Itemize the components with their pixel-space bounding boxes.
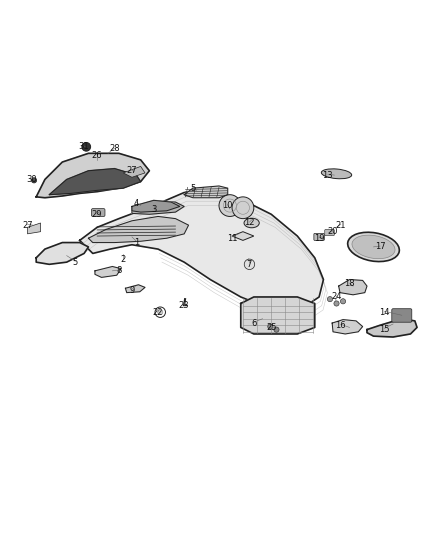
- Circle shape: [334, 301, 339, 306]
- Circle shape: [155, 307, 166, 318]
- Text: 15: 15: [379, 325, 390, 334]
- Text: 31: 31: [79, 142, 89, 151]
- Text: 17: 17: [375, 243, 385, 252]
- Text: 7: 7: [247, 260, 252, 269]
- Text: 8: 8: [116, 266, 122, 276]
- Text: 1: 1: [134, 238, 139, 247]
- Polygon shape: [123, 166, 145, 177]
- Polygon shape: [132, 200, 180, 212]
- Text: 11: 11: [227, 233, 237, 243]
- Polygon shape: [367, 319, 417, 337]
- Circle shape: [274, 327, 279, 332]
- Polygon shape: [184, 186, 228, 198]
- Circle shape: [268, 324, 273, 329]
- Ellipse shape: [321, 169, 352, 179]
- Text: 25: 25: [266, 323, 276, 332]
- Circle shape: [340, 298, 346, 304]
- Text: 30: 30: [27, 175, 37, 184]
- Circle shape: [327, 296, 332, 302]
- Text: 19: 19: [314, 233, 325, 243]
- Polygon shape: [49, 168, 141, 195]
- Text: 3: 3: [151, 205, 156, 214]
- Text: 26: 26: [92, 151, 102, 160]
- Text: 9: 9: [129, 286, 134, 295]
- Text: 14: 14: [379, 308, 390, 317]
- Circle shape: [232, 197, 254, 219]
- Text: 5: 5: [190, 184, 195, 192]
- Text: 24: 24: [331, 293, 342, 302]
- Text: 18: 18: [344, 279, 355, 288]
- Polygon shape: [132, 201, 184, 214]
- Text: 27: 27: [22, 221, 33, 230]
- Polygon shape: [125, 285, 145, 293]
- Text: 10: 10: [223, 201, 233, 210]
- Polygon shape: [88, 216, 188, 243]
- Circle shape: [244, 259, 254, 270]
- Ellipse shape: [348, 232, 399, 262]
- Polygon shape: [241, 297, 315, 334]
- Text: 22: 22: [153, 308, 163, 317]
- Polygon shape: [339, 279, 367, 295]
- Text: 29: 29: [92, 210, 102, 219]
- Text: 4: 4: [134, 199, 139, 208]
- FancyBboxPatch shape: [325, 230, 334, 236]
- Text: 12: 12: [244, 219, 255, 228]
- Text: 28: 28: [109, 144, 120, 154]
- Text: 13: 13: [322, 171, 333, 180]
- Text: 20: 20: [327, 227, 337, 236]
- Text: 2: 2: [120, 255, 126, 264]
- Polygon shape: [232, 232, 254, 240]
- Polygon shape: [36, 154, 149, 198]
- Text: 16: 16: [336, 321, 346, 330]
- Text: 6: 6: [251, 319, 257, 328]
- Polygon shape: [28, 223, 41, 234]
- Polygon shape: [95, 266, 121, 277]
- Ellipse shape: [352, 235, 395, 259]
- Circle shape: [32, 177, 37, 183]
- Text: 21: 21: [336, 221, 346, 230]
- Polygon shape: [332, 320, 363, 334]
- FancyBboxPatch shape: [92, 208, 105, 216]
- Circle shape: [219, 195, 241, 216]
- FancyBboxPatch shape: [314, 233, 324, 240]
- Polygon shape: [36, 243, 88, 264]
- Circle shape: [82, 142, 91, 151]
- Ellipse shape: [244, 218, 259, 228]
- Polygon shape: [80, 192, 323, 310]
- Text: 27: 27: [127, 166, 137, 175]
- Circle shape: [158, 310, 163, 315]
- FancyBboxPatch shape: [392, 309, 412, 322]
- Text: 23: 23: [179, 301, 190, 310]
- Text: 5: 5: [73, 257, 78, 266]
